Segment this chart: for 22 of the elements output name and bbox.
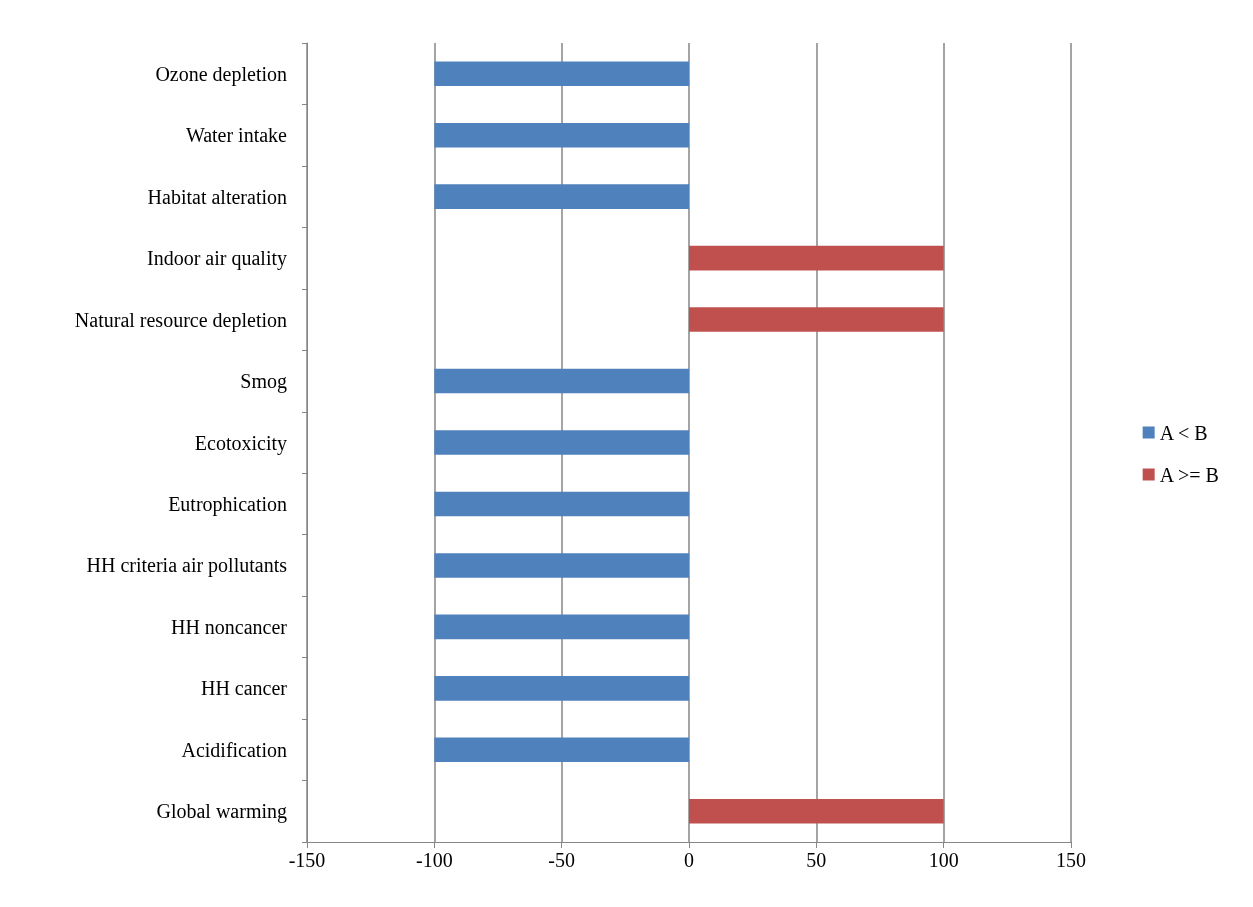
x-tick-label: 50 [806, 849, 827, 871]
y-tick-label: HH criteria air pollutants [86, 554, 288, 578]
y-tick-label: Smog [240, 370, 287, 394]
legend-label: A >= B [1159, 463, 1219, 486]
y-tick-label: Natural resource depletion [74, 308, 287, 332]
x-tick-label: 0 [684, 849, 694, 871]
y-tick-label: Acidification [181, 738, 287, 761]
y-tick-label: Ozone depletion [155, 62, 287, 86]
x-tick-label: 100 [928, 849, 959, 871]
x-tick-label: 150 [1056, 849, 1086, 871]
y-tick-label: HH noncancer [170, 615, 288, 638]
y-tick-label: HH cancer [200, 677, 288, 700]
y-tick-label: Global warming [156, 800, 287, 824]
y-tick-label: Water intake [185, 124, 288, 147]
y-tick-label: Ecotoxicity [194, 431, 287, 455]
x-tick-label: -100 [416, 849, 453, 871]
y-tick-label: Eutrophication [168, 492, 287, 516]
x-tick-label: -50 [548, 849, 575, 871]
legend-label: A < B [1159, 421, 1208, 444]
y-tick-label: Indoor air quality [147, 247, 287, 271]
x-tick-label: -150 [288, 849, 326, 871]
y-tick-label: Habitat alteration [147, 185, 287, 208]
